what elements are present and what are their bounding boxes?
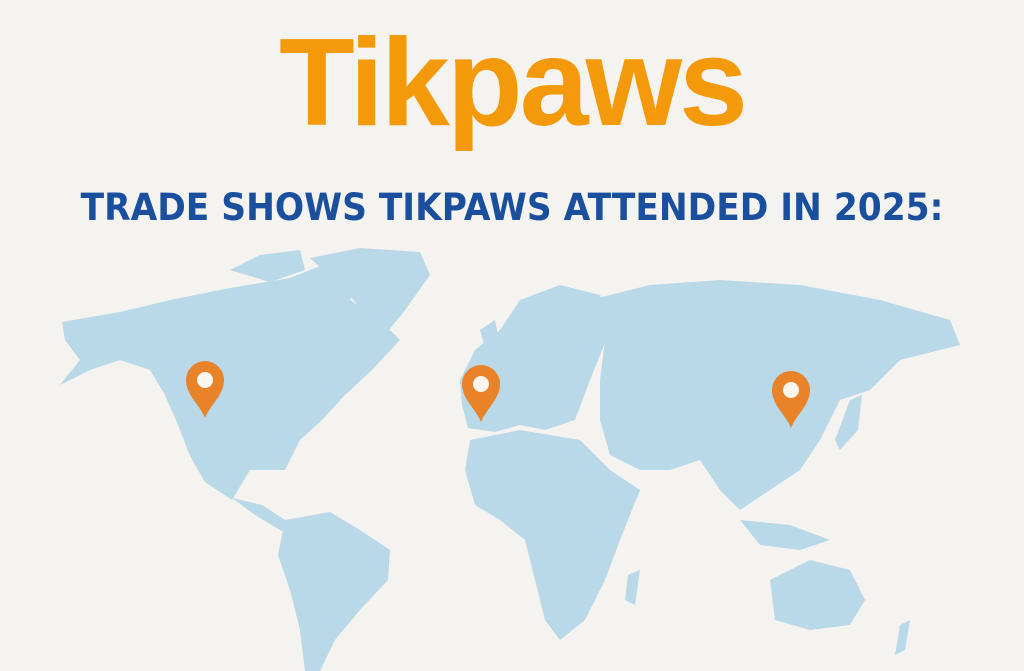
location-pin-europe[interactable]: [462, 365, 500, 422]
page-headline: TRADE SHOWS TIKPAWS ATTENDED IN 2025:: [80, 186, 944, 229]
continents: [60, 248, 960, 671]
south-america: [278, 512, 390, 671]
africa: [465, 430, 640, 640]
greenland: [310, 248, 430, 335]
australia: [770, 560, 865, 630]
location-pin-east-asia[interactable]: [772, 371, 810, 428]
location-pin-north-america[interactable]: [186, 361, 224, 418]
europe: [460, 285, 610, 432]
tikpaws-logo: Tikpaws: [278, 14, 748, 152]
north-america: [60, 262, 400, 500]
